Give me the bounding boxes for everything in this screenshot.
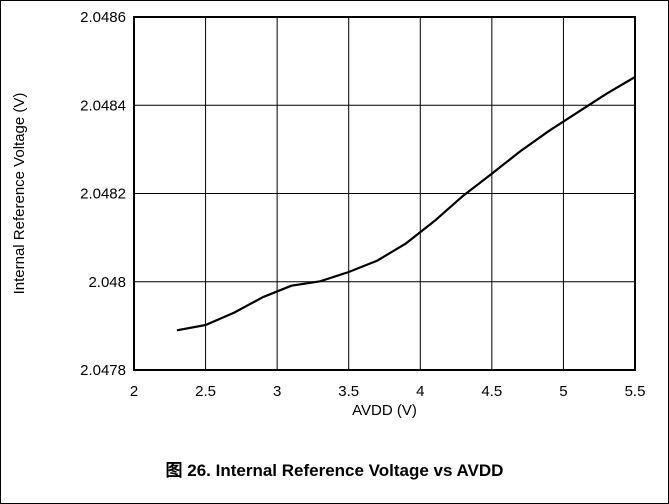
x-tick-label: 5.5 bbox=[625, 383, 646, 400]
grid-lines bbox=[134, 17, 635, 370]
x-tick-label: 3.5 bbox=[338, 383, 359, 400]
x-tick-label: 5 bbox=[559, 383, 567, 400]
x-axis-label: AVDD (V) bbox=[352, 402, 417, 419]
y-tick-label: 2.0484 bbox=[80, 97, 126, 114]
series-line bbox=[176, 76, 636, 332]
y-axis-label: Internal Reference Voltage (V) bbox=[11, 93, 28, 295]
y-tick-label: 2.0482 bbox=[80, 186, 126, 203]
y-axis-ticks: 2.0478 2.048 2.0482 2.0484 2.0486 bbox=[80, 9, 126, 379]
series-layer bbox=[176, 76, 636, 332]
line-chart: 2 2.5 3 3.5 4 4.5 5 5.5 2.0478 2.048 2.0482 2.0484… bbox=[11, 9, 646, 419]
x-tick-label: 4 bbox=[416, 383, 424, 400]
x-tick-label: 2.5 bbox=[195, 383, 216, 400]
x-tick-label: 2 bbox=[130, 383, 138, 400]
y-tick-label: 2.048 bbox=[88, 274, 126, 291]
figure-caption: 图 26. Internal Reference Voltage vs AVDD bbox=[165, 461, 504, 480]
y-tick-label: 2.0478 bbox=[80, 362, 126, 379]
plot-area-border bbox=[133, 16, 636, 371]
x-axis-ticks: 2 2.5 3 3.5 4 4.5 5 5.5 bbox=[130, 383, 646, 400]
x-tick-label: 3 bbox=[273, 383, 281, 400]
x-tick-label: 4.5 bbox=[481, 383, 502, 400]
y-tick-label: 2.0486 bbox=[80, 9, 126, 26]
